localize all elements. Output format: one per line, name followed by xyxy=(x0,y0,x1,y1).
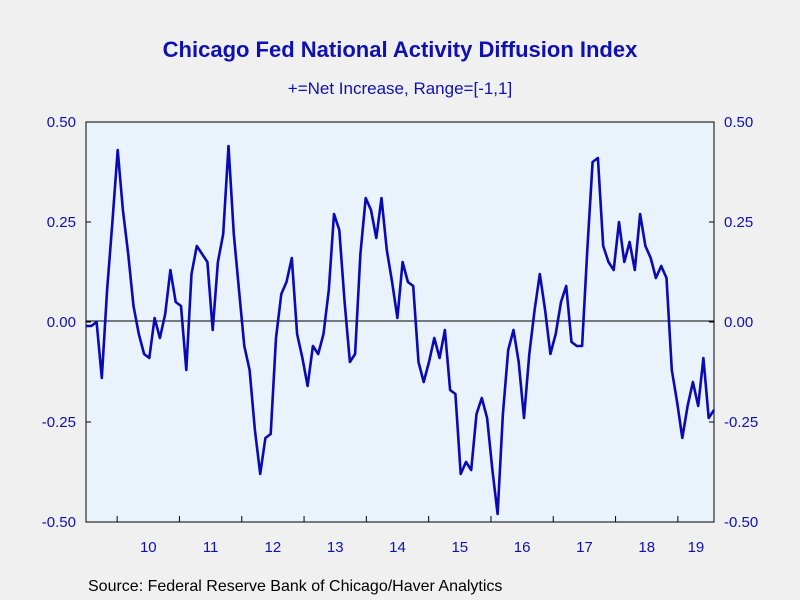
y-tick-label-right: 0.25 xyxy=(724,214,753,231)
y-tick-label-left: 0.50 xyxy=(47,114,76,131)
x-tick-label: 10 xyxy=(140,539,157,556)
y-tick-label-right: -0.25 xyxy=(724,414,758,431)
y-tick-label-right: 0.00 xyxy=(724,314,753,331)
chart-subtitle: +=Net Increase, Range=[-1,1] xyxy=(287,79,513,98)
x-tick-label: 18 xyxy=(638,539,655,556)
y-tick-label-left: -0.25 xyxy=(42,414,76,431)
x-axis-ticks: 10 11 12 13 14 15 16 17 18 19 xyxy=(116,516,705,556)
y-tick-label-left: 0.00 xyxy=(47,314,76,331)
y-tick-label-left: 0.25 xyxy=(47,214,76,231)
y-axis-ticks: 0.50 0.50 0.25 0.25 0.00 0.00 -0.25 -0.25 -0.50 -… xyxy=(42,114,758,531)
x-tick-label: 13 xyxy=(327,539,344,556)
x-tick-label: 17 xyxy=(576,539,593,556)
y-tick-label-right: 0.50 xyxy=(724,114,753,131)
x-tick-label: 11 xyxy=(203,539,219,556)
x-tick-label: 16 xyxy=(514,539,531,556)
plot-area xyxy=(85,121,715,523)
x-tick-label: 14 xyxy=(389,539,406,556)
x-tick-label: 12 xyxy=(265,539,282,556)
chart-title: Chicago Fed National Activity Diffusion … xyxy=(162,37,638,62)
y-tick-label-right: -0.50 xyxy=(724,514,758,531)
x-tick-label: 19 xyxy=(688,539,705,556)
y-tick-label-left: -0.50 xyxy=(42,514,76,531)
series-line xyxy=(86,144,716,516)
x-tick-label: 15 xyxy=(451,539,468,556)
source-note: Source: Federal Reserve Bank of Chicago/… xyxy=(88,578,503,595)
